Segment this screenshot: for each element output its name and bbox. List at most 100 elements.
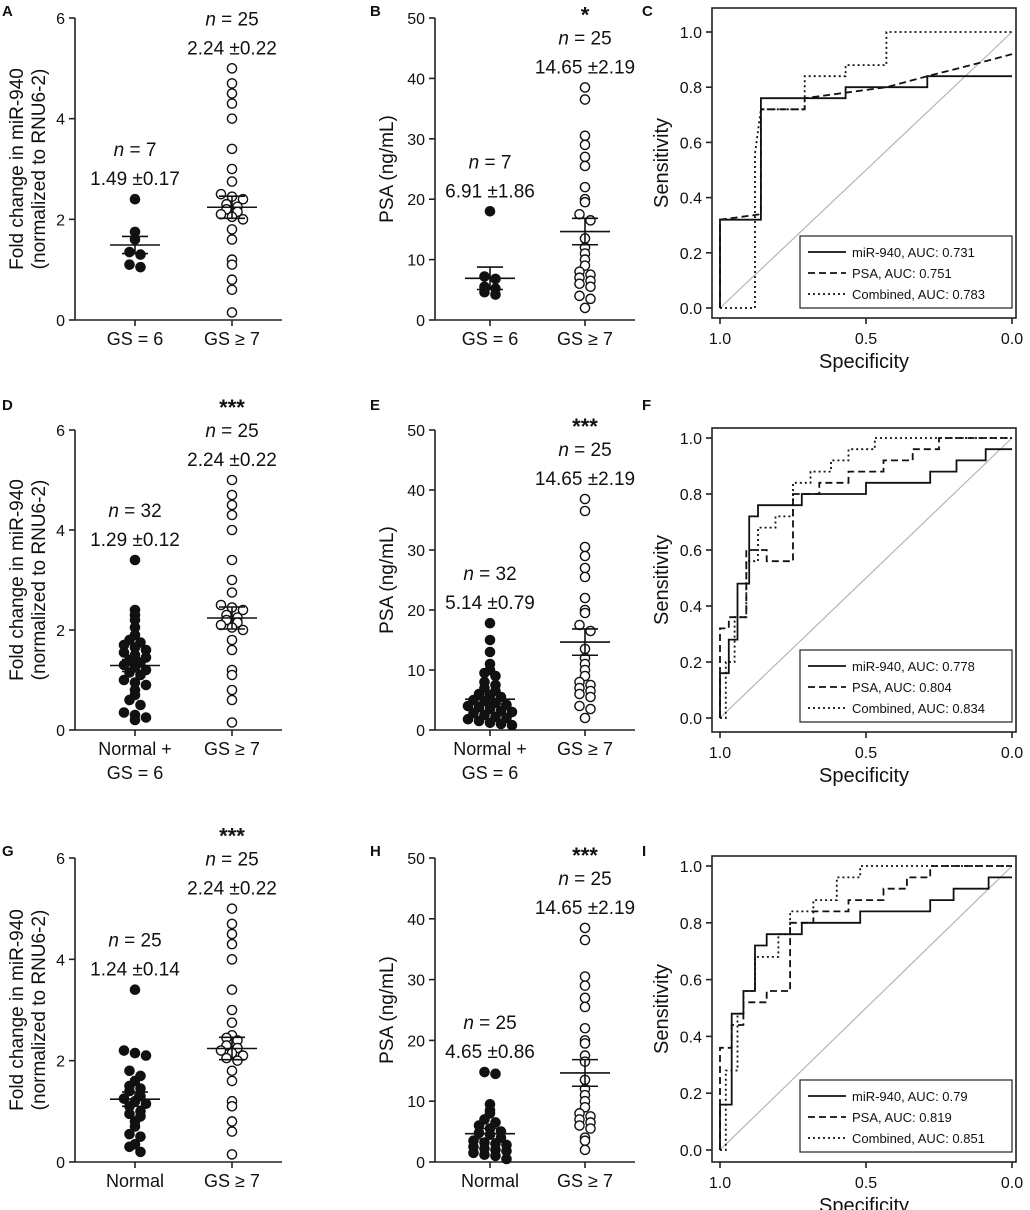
data-point (579, 302, 591, 314)
y-axis-label-line2: (normalized to RNU6-2) (29, 480, 50, 681)
data-point (579, 139, 591, 151)
y-tick-label: 0.2 (680, 1086, 702, 1103)
data-point (462, 713, 474, 725)
y-tick-label: 0.6 (680, 543, 702, 560)
data-point (226, 143, 238, 155)
y-axis-label: Fold change in miR-940 (7, 909, 28, 1111)
data-point (226, 1017, 238, 1028)
data-point (226, 694, 238, 706)
y-tick-label: 0.0 (680, 1143, 702, 1160)
roc-curve-combined (720, 865, 1012, 1151)
data-point (135, 1131, 146, 1142)
mean-sem-label: 14.65 ±2.19 (535, 898, 635, 919)
legend-entry: PSA, AUC: 0.819 (852, 1110, 952, 1125)
reference-diagonal (719, 865, 1013, 1151)
y-tick-label: 40 (407, 71, 425, 88)
data-point (226, 78, 238, 89)
panel-letter: F (642, 397, 651, 414)
data-point (490, 1068, 501, 1080)
data-point (124, 694, 135, 706)
y-axis-label: Sensitivity (651, 535, 673, 625)
data-point (226, 684, 238, 696)
scatter-panel-d: D 0 2 4 6 Fold change in miR-940 (normalized t… (2, 395, 282, 783)
legend-entry: Combined, AUC: 0.851 (852, 1131, 985, 1146)
data-point (226, 176, 238, 187)
data-point (135, 1146, 146, 1158)
y-tick-label: 4 (56, 112, 65, 129)
data-point (479, 271, 490, 282)
legend-entry: miR-940, AUC: 0.778 (852, 659, 975, 674)
panel-letter: D (2, 397, 13, 414)
y-tick-label: 20 (407, 603, 425, 620)
data-point (585, 215, 596, 226)
data-point (579, 550, 591, 562)
legend: miR-940, AUC: 0.731 PSA, AUC: 0.751 Combin… (799, 235, 1013, 309)
data-point (479, 1149, 490, 1161)
roc-panel-i: I 0.0 0.2 0.4 0.6 0.8 1.0 1.0 0.5 0.0 Specificity S… (642, 843, 1023, 1210)
panel-letter: E (370, 397, 380, 414)
data-point (484, 646, 496, 658)
x-category-label: GS ≥ 7 (204, 329, 260, 349)
legend-entry: PSA, AUC: 0.804 (852, 680, 952, 695)
y-tick-label: 0.0 (680, 711, 702, 728)
data-point (226, 259, 238, 270)
significance-star: *** (219, 395, 245, 420)
data-point (585, 293, 596, 305)
data-point (585, 625, 596, 637)
scatter-panel-g: G 0 2 4 6 Fold change in miR-940 (normalized t… (2, 824, 282, 1191)
data-point (215, 599, 227, 611)
group-open: GS ≥ 7 14.65 ±2.19 n = 25*** (535, 843, 635, 1191)
data-point (579, 541, 591, 553)
data-point (484, 717, 496, 729)
x-category-label: GS ≥ 7 (557, 739, 613, 759)
x-axis-label: Specificity (819, 1195, 909, 1210)
data-point (237, 624, 249, 636)
reference-diagonal (719, 437, 1013, 719)
y-tick-label: 2 (56, 212, 65, 229)
mean-sem-label: 4.65 ±0.86 (445, 1042, 535, 1063)
y-axis-label: Sensitivity (651, 118, 673, 208)
data-point (118, 647, 130, 658)
data-point (129, 1121, 141, 1132)
y-tick-label: 0 (56, 723, 65, 740)
data-point (140, 679, 152, 691)
n-count-label: n = 25 (558, 28, 611, 49)
y-tick-label: 4 (56, 952, 65, 969)
x-tick-label: 0.5 (855, 1175, 877, 1192)
group-open: GS ≥ 7 2.24 ±0.22 n = 25*** (187, 395, 277, 759)
group-filled: GS = 6 6.91 ±1.86 n = 7 (445, 152, 535, 349)
roc-curve-psa (719, 865, 1012, 1150)
x-category-label: GS ≥ 7 (204, 739, 260, 759)
data-point (226, 903, 238, 914)
data-point (585, 1123, 596, 1134)
data-point (226, 644, 238, 656)
data-point (579, 980, 591, 991)
roc-curve-mir-940 (719, 75, 1012, 308)
roc-curve-mir-940 (719, 448, 1012, 718)
x-tick-label: 0.5 (855, 331, 877, 348)
data-point (129, 1047, 141, 1059)
data-point (585, 281, 596, 293)
x-category-label: GS = 6 (462, 763, 519, 783)
group-open: GS ≥ 7 2.24 ±0.22 n = 25* (187, 0, 277, 349)
mean-sem-label: 2.24 ±0.22 (187, 879, 277, 900)
data-point (484, 205, 496, 217)
data-point (226, 163, 238, 175)
data-point (118, 1045, 130, 1056)
data-point (579, 493, 591, 505)
roc-curve-psa (719, 53, 1013, 308)
data-point (226, 1004, 238, 1016)
data-point (215, 188, 227, 200)
y-tick-label: 1.0 (680, 431, 702, 448)
data-point (226, 554, 238, 566)
data-point (579, 571, 591, 583)
n-count-label: n = 25 (558, 440, 611, 461)
data-point (579, 1038, 591, 1049)
roc-panel-c: C 0.0 0.2 0.4 0.6 0.8 1.0 1.0 0.5 0.0 Specificity S… (642, 3, 1023, 373)
n-count-label: n = 25 (108, 931, 161, 952)
scatter-panel-h: H 0 10 20 30 40 50 PSA (ng/mL) Normal 4.65 ±0.86 n… (370, 843, 635, 1191)
x-tick-label: 0.0 (1001, 331, 1023, 348)
n-count-label: n = 25 (205, 850, 258, 871)
y-axis-label: PSA (ng/mL) (377, 956, 398, 1064)
legend-box (799, 1079, 1013, 1153)
